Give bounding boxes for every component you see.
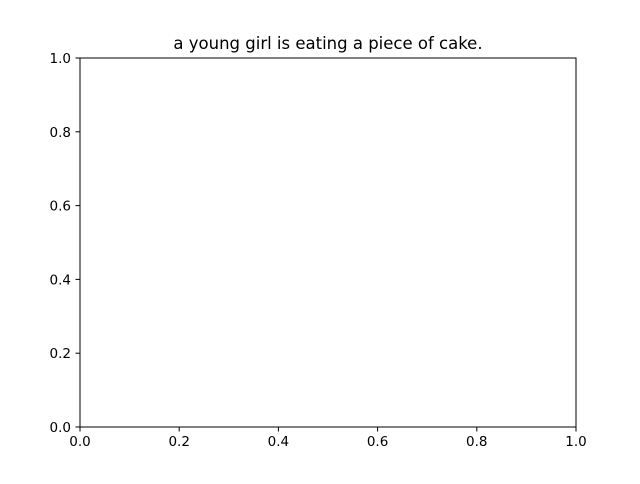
chart-title: a young girl is eating a piece of cake.	[173, 34, 482, 53]
y-tick-label: 0.2	[50, 346, 71, 362]
x-tick-label: 0.2	[168, 434, 189, 450]
x-axis: 0.0 0.2 0.4 0.6 0.8 1.0	[69, 427, 587, 450]
x-tick-label: 0.0	[69, 434, 90, 450]
plot-area	[80, 58, 576, 427]
y-tick-label: 0.4	[50, 272, 71, 288]
y-tick-label: 0.8	[50, 125, 71, 141]
y-tick-label: 0.6	[50, 199, 71, 215]
x-tick-label: 0.4	[268, 434, 289, 450]
y-tick-label: 1.0	[50, 51, 71, 67]
x-tick-label: 1.0	[565, 434, 586, 450]
y-tick-label: 0.0	[50, 420, 71, 436]
plot-frame	[79, 57, 577, 428]
y-axis: 0.0 0.2 0.4 0.6 0.8 1.0	[50, 51, 80, 436]
x-tick-label: 0.6	[367, 434, 388, 450]
x-tick-label: 0.8	[466, 434, 487, 450]
